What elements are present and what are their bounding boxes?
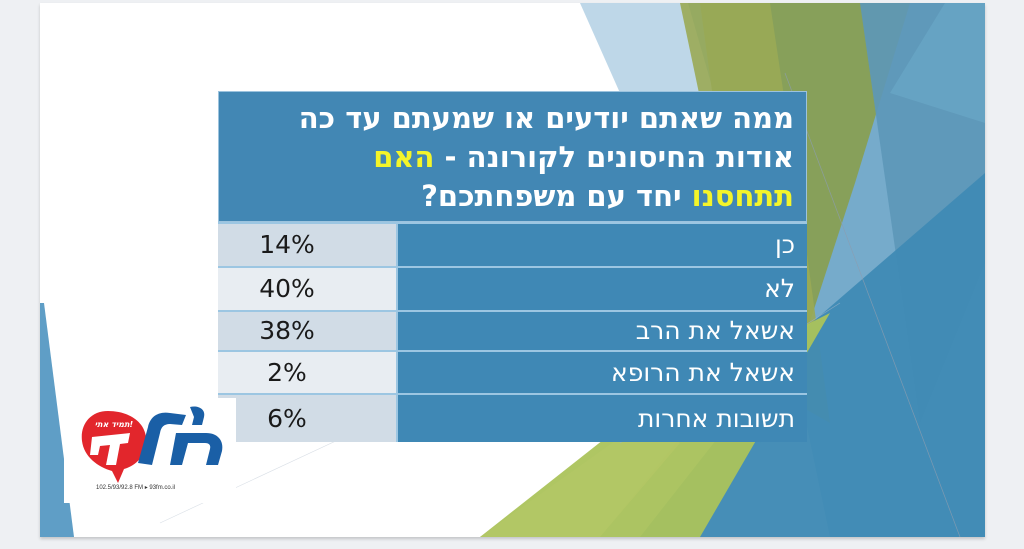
logo-tagline: תמיד אתי!: [95, 420, 134, 429]
question-line-3: תתחסנו יחד עם משפחתכם?: [421, 179, 794, 213]
logo-frequencies-text: 102.5/93/92.8 FM ▸ 93fm.co.il: [96, 485, 176, 491]
answer-value: 38%: [218, 312, 396, 350]
question-line-1: ממה שאתם יודעים או שמעתם עד כה: [298, 101, 794, 135]
table-row: אשאל את הרופא 2%: [218, 350, 807, 393]
survey-question-header: ממה שאתם יודעים או שמעתם עד כה אודות החי…: [218, 91, 807, 222]
answer-value: 6%: [218, 395, 396, 442]
table-row: לא 40%: [218, 266, 807, 310]
slide: ממה שאתם יודעים או שמעתם עד כה אודות החי…: [40, 3, 985, 537]
table-row: תשובות אחרות 6%: [218, 393, 807, 442]
table-row: כן 14%: [218, 222, 807, 266]
question-line-2: אודות החיסונים לקורונה - האם: [373, 140, 794, 174]
answer-label: תשובות אחרות: [396, 395, 807, 442]
answer-label: כן: [396, 224, 807, 266]
survey-results-table: ממה שאתם יודעים או שמעתם עד כה אודות החי…: [218, 91, 807, 442]
table-row: אשאל את הרב 38%: [218, 310, 807, 350]
answer-label: לא: [396, 268, 807, 310]
answer-value: 14%: [218, 224, 396, 266]
answer-label: אשאל את הרופא: [396, 352, 807, 393]
highlight-ha-im: האם: [373, 140, 435, 174]
kol-chai-logo: תמיד אתי!: [81, 406, 223, 483]
answer-value: 40%: [218, 268, 396, 310]
answer-label: אשאל את הרב: [396, 312, 807, 350]
answer-value: 2%: [218, 352, 396, 393]
highlight-tithasnu: תתחסנו: [691, 179, 794, 213]
